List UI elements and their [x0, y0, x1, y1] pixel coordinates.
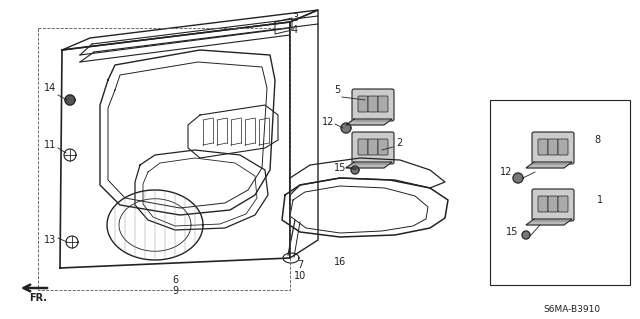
Text: 6: 6	[172, 275, 178, 285]
FancyBboxPatch shape	[558, 196, 568, 212]
Text: 13: 13	[44, 235, 56, 245]
Polygon shape	[346, 119, 392, 125]
FancyBboxPatch shape	[378, 96, 388, 112]
Text: 1: 1	[597, 195, 603, 205]
FancyBboxPatch shape	[358, 139, 368, 155]
Text: 2: 2	[396, 138, 402, 148]
FancyBboxPatch shape	[532, 132, 574, 164]
FancyBboxPatch shape	[358, 96, 368, 112]
FancyBboxPatch shape	[548, 139, 558, 155]
Polygon shape	[341, 123, 351, 133]
Polygon shape	[522, 231, 530, 239]
Text: 3: 3	[292, 13, 298, 23]
Text: 15: 15	[506, 227, 518, 237]
Text: 7: 7	[297, 260, 303, 270]
FancyBboxPatch shape	[378, 139, 388, 155]
Polygon shape	[526, 219, 572, 225]
Polygon shape	[65, 95, 75, 105]
Text: 4: 4	[292, 25, 298, 35]
FancyBboxPatch shape	[548, 196, 558, 212]
Text: 12: 12	[500, 167, 512, 177]
Text: 15: 15	[334, 163, 346, 173]
Text: 8: 8	[594, 135, 600, 145]
Text: 14: 14	[44, 83, 56, 93]
Text: 11: 11	[44, 140, 56, 150]
FancyBboxPatch shape	[368, 96, 378, 112]
Text: 5: 5	[334, 85, 340, 95]
FancyBboxPatch shape	[352, 89, 394, 121]
Bar	[490, 100, 630, 285]
Text: 16: 16	[334, 257, 346, 267]
Text: 10: 10	[294, 271, 306, 281]
Text: S6MA-B3910: S6MA-B3910	[543, 306, 600, 315]
FancyBboxPatch shape	[538, 139, 548, 155]
Text: 9: 9	[172, 286, 178, 296]
FancyBboxPatch shape	[538, 196, 548, 212]
Polygon shape	[526, 162, 572, 168]
Polygon shape	[351, 166, 359, 174]
Polygon shape	[513, 173, 523, 183]
FancyBboxPatch shape	[352, 132, 394, 164]
Text: FR.: FR.	[29, 293, 47, 303]
Text: 12: 12	[322, 117, 334, 127]
FancyBboxPatch shape	[532, 189, 574, 221]
Polygon shape	[346, 162, 392, 168]
FancyBboxPatch shape	[558, 139, 568, 155]
FancyBboxPatch shape	[368, 139, 378, 155]
